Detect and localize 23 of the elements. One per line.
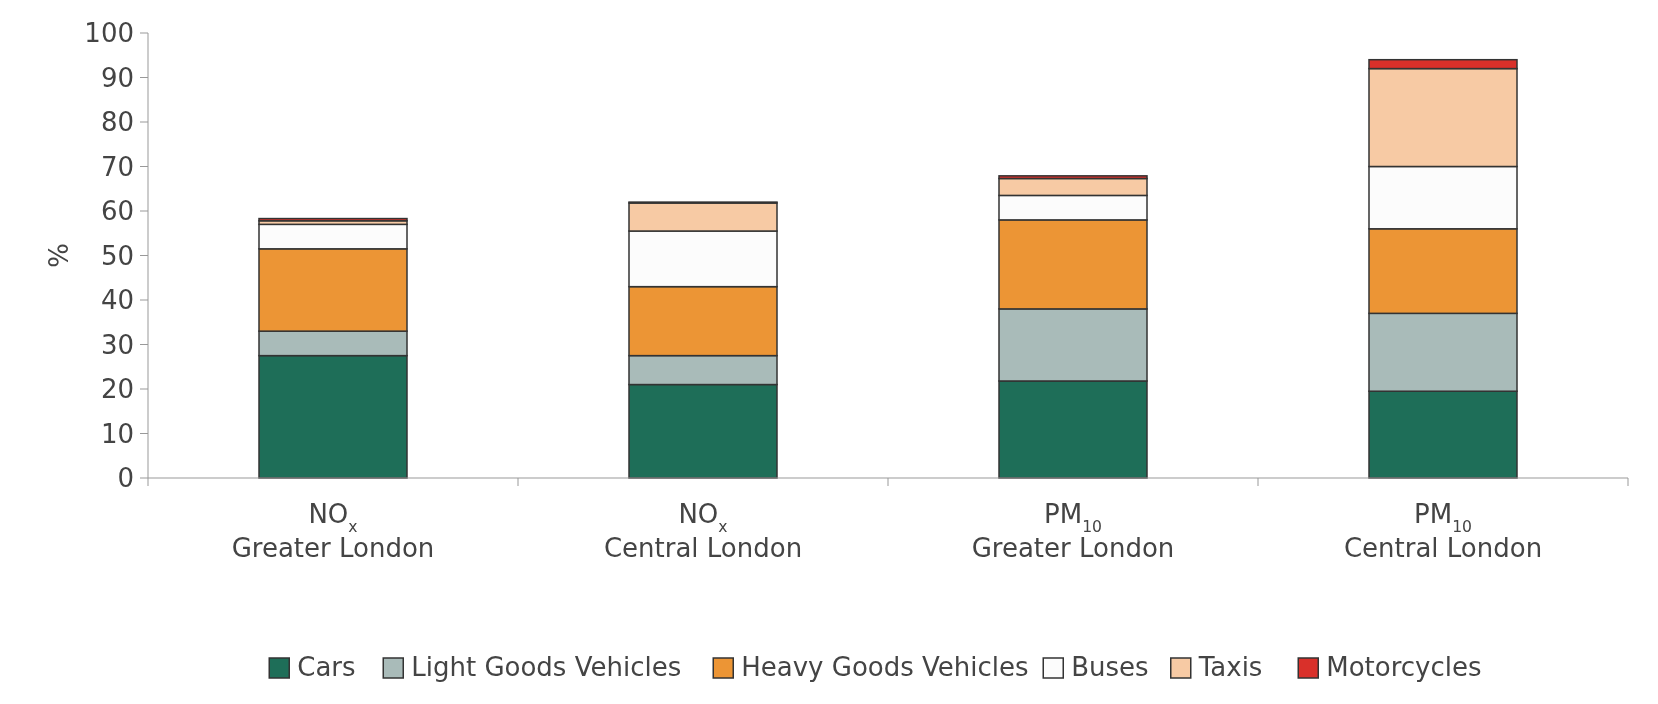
y-tick-label: 40 bbox=[100, 285, 134, 316]
legend-label: Buses bbox=[1071, 652, 1149, 682]
x-tick-label: PM$_{10}$ Central London bbox=[1343, 499, 1543, 563]
legend-label: Light Goods Vehicles bbox=[411, 652, 682, 682]
y-tick-label: 90 bbox=[100, 62, 134, 93]
x-tick-label: NO$_{x}$ Greater London bbox=[231, 499, 435, 563]
legend-label: Taxis bbox=[1197, 652, 1263, 682]
y-tick-label: 0 bbox=[117, 463, 134, 494]
y-axis-title: % bbox=[44, 243, 74, 268]
legend-label: Cars bbox=[297, 652, 356, 682]
x-tick-label: NO$_{x}$ Central London bbox=[603, 499, 803, 563]
y-tick-label: 20 bbox=[100, 374, 134, 405]
legend-label: Heavy Goods Vehicles bbox=[741, 652, 1029, 682]
legend-label: Motorcycles bbox=[1326, 652, 1482, 682]
y-tick-label: 80 bbox=[100, 107, 134, 138]
y-tick-label: 50 bbox=[100, 240, 134, 271]
y-tick-label: 10 bbox=[100, 418, 134, 449]
bar bbox=[258, 217, 408, 222]
x-tick-label: PM$_{10}$ Greater London bbox=[971, 499, 1175, 563]
y-tick-label: 100 bbox=[84, 18, 134, 49]
y-tick-label: 30 bbox=[100, 329, 134, 360]
y-tick-label: 70 bbox=[100, 151, 134, 182]
y-tick-label: 60 bbox=[100, 196, 134, 227]
